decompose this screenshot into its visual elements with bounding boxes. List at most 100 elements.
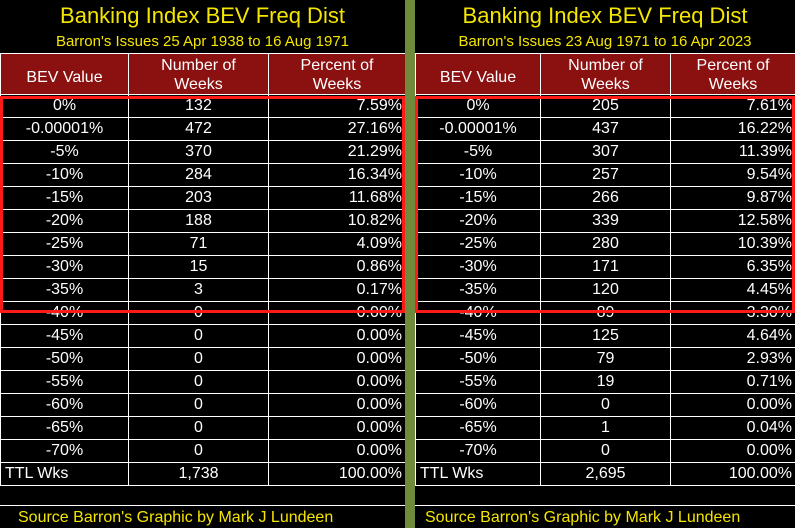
right-header-weeks-line1: Number of <box>568 57 643 74</box>
bev-cell: -35% <box>0 278 129 302</box>
percent-cell: 10.39% <box>670 232 795 256</box>
percent-cell: 27.16% <box>268 117 406 141</box>
table-row: 0% 205 7.61% <box>415 94 795 118</box>
right-panel: Banking Index BEV Freq Dist Barron's Iss… <box>415 0 795 528</box>
table-row: -40% 89 3.30% <box>415 301 795 325</box>
bev-cell: -45% <box>415 324 541 348</box>
total-label: TTL Wks <box>415 462 541 486</box>
percent-cell: 0.00% <box>670 393 795 417</box>
table-row: -45% 0 0.00% <box>0 324 406 348</box>
table-row: -45% 125 4.64% <box>415 324 795 348</box>
percent-cell: 6.35% <box>670 255 795 279</box>
weeks-cell: 0 <box>128 370 269 394</box>
table-row: -25% 71 4.09% <box>0 232 406 256</box>
percent-cell: 0.00% <box>670 439 795 463</box>
right-header-row: BEV Value Number of Weeks Percent of Weeks <box>415 53 795 95</box>
right-footer: Source Barron's Graphic by Mark J Lundee… <box>415 505 795 528</box>
bev-cell: -25% <box>415 232 541 256</box>
percent-cell: 16.34% <box>268 163 406 187</box>
percent-cell: 0.04% <box>670 416 795 440</box>
table-row: -35% 3 0.17% <box>0 278 406 302</box>
weeks-cell: 188 <box>128 209 269 233</box>
bev-cell: -0.00001% <box>415 117 541 141</box>
weeks-cell: 132 <box>128 94 269 118</box>
total-percent: 100.00% <box>268 462 406 486</box>
bev-cell: -15% <box>0 186 129 210</box>
percent-cell: 4.64% <box>670 324 795 348</box>
table-row: -50% 0 0.00% <box>0 347 406 371</box>
bev-cell: -65% <box>415 416 541 440</box>
right-header-weeks: Number of Weeks <box>540 53 671 95</box>
percent-cell: 9.54% <box>670 163 795 187</box>
table-row: -60% 0 0.00% <box>415 393 795 417</box>
percent-cell: 0.00% <box>268 347 406 371</box>
bev-cell: -5% <box>415 140 541 164</box>
left-header-percent-line2: Weeks <box>312 76 362 93</box>
percent-cell: 12.58% <box>670 209 795 233</box>
weeks-cell: 3 <box>128 278 269 302</box>
left-header-weeks-line1: Number of <box>161 57 236 74</box>
table-row: -10% 284 16.34% <box>0 163 406 187</box>
table-row: -25% 280 10.39% <box>415 232 795 256</box>
table-row: -70% 0 0.00% <box>0 439 406 463</box>
weeks-cell: 370 <box>128 140 269 164</box>
total-label: TTL Wks <box>0 462 129 486</box>
left-subtitle: Barron's Issues 25 Apr 1938 to 16 Aug 19… <box>55 33 350 50</box>
table-row: -30% 171 6.35% <box>415 255 795 279</box>
bev-cell: -65% <box>0 416 129 440</box>
right-header-bev: BEV Value <box>415 53 541 95</box>
percent-cell: 7.59% <box>268 94 406 118</box>
percent-cell: 0.71% <box>670 370 795 394</box>
left-header-row: BEV Value Number of Weeks Percent of Weeks <box>0 53 406 95</box>
table-row: -15% 266 9.87% <box>415 186 795 210</box>
weeks-cell: 171 <box>540 255 671 279</box>
weeks-cell: 0 <box>128 301 269 325</box>
percent-cell: 3.30% <box>670 301 795 325</box>
bev-cell: -5% <box>0 140 129 164</box>
right-header-weeks-line2: Weeks <box>581 76 630 93</box>
bev-cell: -55% <box>415 370 541 394</box>
left-title: Banking Index BEV Freq Dist <box>60 3 345 28</box>
total-row: TTL Wks 1,738 100.00% <box>0 462 406 486</box>
weeks-cell: 0 <box>128 439 269 463</box>
bev-cell: -45% <box>0 324 129 348</box>
right-header-percent: Percent of Weeks <box>670 53 795 95</box>
bev-cell: -30% <box>415 255 541 279</box>
weeks-cell: 120 <box>540 278 671 302</box>
weeks-cell: 339 <box>540 209 671 233</box>
total-percent: 100.00% <box>670 462 795 486</box>
total-weeks: 1,738 <box>128 462 269 486</box>
total-row: TTL Wks 2,695 100.00% <box>415 462 795 486</box>
weeks-cell: 0 <box>128 347 269 371</box>
table-row: -40% 0 0.00% <box>0 301 406 325</box>
bev-cell: -25% <box>0 232 129 256</box>
right-header-percent-line2: Weeks <box>708 76 758 93</box>
table-row: -55% 0 0.00% <box>0 370 406 394</box>
weeks-cell: 19 <box>540 370 671 394</box>
percent-cell: 0.00% <box>268 324 406 348</box>
table-row: -0.00001% 437 16.22% <box>415 117 795 141</box>
table-row: 0% 132 7.59% <box>0 94 406 118</box>
right-frequency-table: BEV Value Number of Weeks Percent of Weeks… <box>415 53 795 486</box>
table-row: -35% 120 4.45% <box>415 278 795 302</box>
right-subtitle: Barron's Issues 23 Aug 1971 to 16 Apr 20… <box>458 33 752 50</box>
weeks-cell: 0 <box>128 416 269 440</box>
bev-cell: -20% <box>0 209 129 233</box>
weeks-cell: 472 <box>128 117 269 141</box>
table-row: -20% 339 12.58% <box>415 209 795 233</box>
table-row: -60% 0 0.00% <box>0 393 406 417</box>
weeks-cell: 257 <box>540 163 671 187</box>
percent-cell: 21.29% <box>268 140 406 164</box>
weeks-cell: 71 <box>128 232 269 256</box>
table-row: -55% 19 0.71% <box>415 370 795 394</box>
table-row: -65% 0 0.00% <box>0 416 406 440</box>
bev-cell: -55% <box>0 370 129 394</box>
weeks-cell: 0 <box>540 393 671 417</box>
weeks-cell: 284 <box>128 163 269 187</box>
left-header-bev: BEV Value <box>0 53 129 95</box>
weeks-cell: 0 <box>540 439 671 463</box>
bev-cell: -60% <box>415 393 541 417</box>
bev-cell: 0% <box>0 94 129 118</box>
bev-cell: 0% <box>415 94 541 118</box>
table-row: -5% 370 21.29% <box>0 140 406 164</box>
